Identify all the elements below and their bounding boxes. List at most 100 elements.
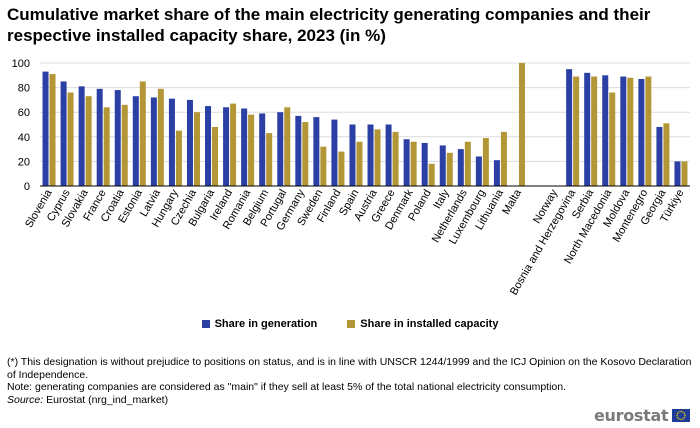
- bar-generation-serbia[interactable]: [584, 72, 591, 186]
- bar-generation-france[interactable]: [96, 88, 103, 186]
- bar-installed-capacity-malta[interactable]: [518, 63, 525, 186]
- bar-generation-hungary[interactable]: [168, 98, 175, 186]
- bar-generation-slovenia[interactable]: [42, 71, 49, 186]
- bar-generation-croatia[interactable]: [114, 90, 121, 186]
- source-text: Eurostat (nrg_ind_market): [43, 393, 169, 406]
- flag-star: [678, 418, 681, 420]
- bar-generation-bosnia-and-herzegovina[interactable]: [566, 69, 573, 186]
- bar-generation-ireland[interactable]: [223, 107, 230, 186]
- legend-label-generation: Share in generation: [214, 318, 318, 330]
- bar-installed-capacity-türkiye[interactable]: [681, 161, 688, 186]
- bar-generation-north-macedonia[interactable]: [602, 75, 609, 186]
- bar-installed-capacity-poland[interactable]: [428, 163, 435, 186]
- bar-installed-capacity-bosnia-and-herzegovina[interactable]: [573, 76, 580, 186]
- bar-generation-denmark[interactable]: [403, 139, 410, 186]
- bar-generation-romania[interactable]: [241, 108, 248, 186]
- bar-installed-capacity-finland[interactable]: [338, 151, 345, 186]
- bar-installed-capacity-luxembourg[interactable]: [482, 138, 489, 186]
- bar-installed-capacity-moldova[interactable]: [627, 77, 634, 186]
- bar-generation-austria[interactable]: [367, 124, 374, 187]
- bar-installed-capacity-belgium[interactable]: [266, 133, 273, 186]
- flag-star: [676, 414, 679, 417]
- eurostat-logo-text: eurostat: [594, 406, 669, 425]
- bar-installed-capacity-germany[interactable]: [302, 122, 309, 186]
- flag-star: [682, 418, 685, 420]
- bar-installed-capacity-latvia[interactable]: [157, 88, 164, 186]
- bar-generation-türkiye[interactable]: [674, 161, 681, 186]
- bar-generation-luxembourg[interactable]: [475, 156, 482, 186]
- bar-generation-portugal[interactable]: [277, 112, 284, 186]
- bar-installed-capacity-italy[interactable]: [446, 152, 453, 186]
- bar-generation-spain[interactable]: [349, 124, 356, 187]
- source-line: Source: Eurostat (nrg_ind_market): [7, 394, 697, 407]
- bar-installed-capacity-montenegro[interactable]: [645, 76, 652, 186]
- bar-installed-capacity-slovenia[interactable]: [49, 74, 56, 186]
- bar-generation-poland[interactable]: [421, 142, 428, 186]
- bar-generation-bulgaria[interactable]: [205, 106, 212, 186]
- bar-installed-capacity-ireland[interactable]: [230, 103, 237, 186]
- x-axis-labels: SloveniaCyprusSlovakiaFranceCroatiaEston…: [23, 187, 686, 298]
- y-tick-label: 100: [12, 58, 30, 70]
- bar-generation-czechia[interactable]: [186, 99, 193, 186]
- flag-star: [680, 418, 683, 421]
- legend-item-generation[interactable]: Share in generation: [201, 318, 318, 330]
- x-tick-label: Malta: [500, 187, 524, 217]
- bar-generation-estonia[interactable]: [132, 96, 139, 186]
- flag-star: [677, 416, 679, 419]
- bar-chart: 0 20 40 60 80 100 SloveniaCyprusSlovakiaFranc…: [12, 58, 690, 298]
- footnote-main-companies: Note: generating companies are considere…: [7, 381, 567, 393]
- bar-generation-latvia[interactable]: [150, 97, 157, 186]
- bar-generation-italy[interactable]: [439, 145, 446, 186]
- bar-installed-capacity-spain[interactable]: [356, 141, 363, 186]
- bar-installed-capacity-north-macedonia[interactable]: [609, 92, 616, 186]
- bar-installed-capacity-france[interactable]: [103, 107, 110, 186]
- bar-generation-netherlands[interactable]: [457, 149, 464, 186]
- bar-generation-montenegro[interactable]: [638, 78, 645, 186]
- bar-generation-sweden[interactable]: [313, 117, 320, 186]
- bar-generation-germany[interactable]: [295, 115, 302, 186]
- y-axis-ticks: 0 20 40 60 80 100: [12, 58, 30, 193]
- bar-installed-capacity-sweden[interactable]: [320, 146, 327, 186]
- eurostat-logo: eurostat: [594, 406, 691, 425]
- bar-installed-capacity-denmark[interactable]: [410, 141, 417, 186]
- bar-installed-capacity-austria[interactable]: [374, 129, 381, 186]
- bar-generation-moldova[interactable]: [620, 76, 627, 186]
- bar-installed-capacity-slovakia[interactable]: [85, 96, 92, 186]
- bar-installed-capacity-lithuania[interactable]: [500, 131, 507, 186]
- bar-installed-capacity-hungary[interactable]: [175, 130, 182, 186]
- y-tick-label: 0: [24, 181, 30, 193]
- bars: [42, 63, 688, 187]
- chart-title: Cumulative market share of the main elec…: [7, 5, 651, 45]
- bar-generation-georgia[interactable]: [656, 126, 663, 186]
- bar-installed-capacity-georgia[interactable]: [663, 123, 670, 186]
- bar-installed-capacity-estonia[interactable]: [139, 81, 146, 186]
- bar-installed-capacity-netherlands[interactable]: [464, 141, 471, 186]
- bar-installed-capacity-croatia[interactable]: [121, 104, 128, 186]
- bar-generation-belgium[interactable]: [259, 113, 266, 186]
- bar-generation-lithuania[interactable]: [493, 160, 500, 186]
- legend-item-capacity[interactable]: Share in installed capacity: [347, 318, 498, 330]
- flag-star: [684, 414, 687, 417]
- bar-installed-capacity-czechia[interactable]: [193, 112, 200, 186]
- legend-swatch-capacity: [347, 320, 356, 328]
- flag-star: [678, 411, 681, 413]
- source-label: Source:: [7, 393, 44, 406]
- footnotes: (*) This designation is without prejudic…: [7, 356, 697, 406]
- footnote-kosovo: (*) This designation is without prejudic…: [7, 356, 692, 381]
- bar-installed-capacity-romania[interactable]: [248, 114, 255, 186]
- legend: Share in generation Share in installed c…: [0, 318, 700, 330]
- flag-star: [680, 410, 683, 413]
- bar-installed-capacity-greece[interactable]: [392, 131, 399, 186]
- legend-swatch-generation: [201, 320, 210, 328]
- y-tick-label: 60: [18, 107, 30, 119]
- bar-installed-capacity-portugal[interactable]: [284, 107, 291, 186]
- bar-generation-finland[interactable]: [331, 119, 338, 186]
- bar-generation-greece[interactable]: [385, 124, 392, 187]
- flag-star: [682, 411, 685, 413]
- flag-star: [684, 412, 686, 415]
- bar-installed-capacity-cyprus[interactable]: [67, 92, 74, 186]
- bar-generation-cyprus[interactable]: [60, 81, 67, 186]
- bar-installed-capacity-serbia[interactable]: [591, 76, 598, 186]
- bar-generation-slovakia[interactable]: [78, 86, 85, 186]
- bar-installed-capacity-bulgaria[interactable]: [212, 126, 219, 186]
